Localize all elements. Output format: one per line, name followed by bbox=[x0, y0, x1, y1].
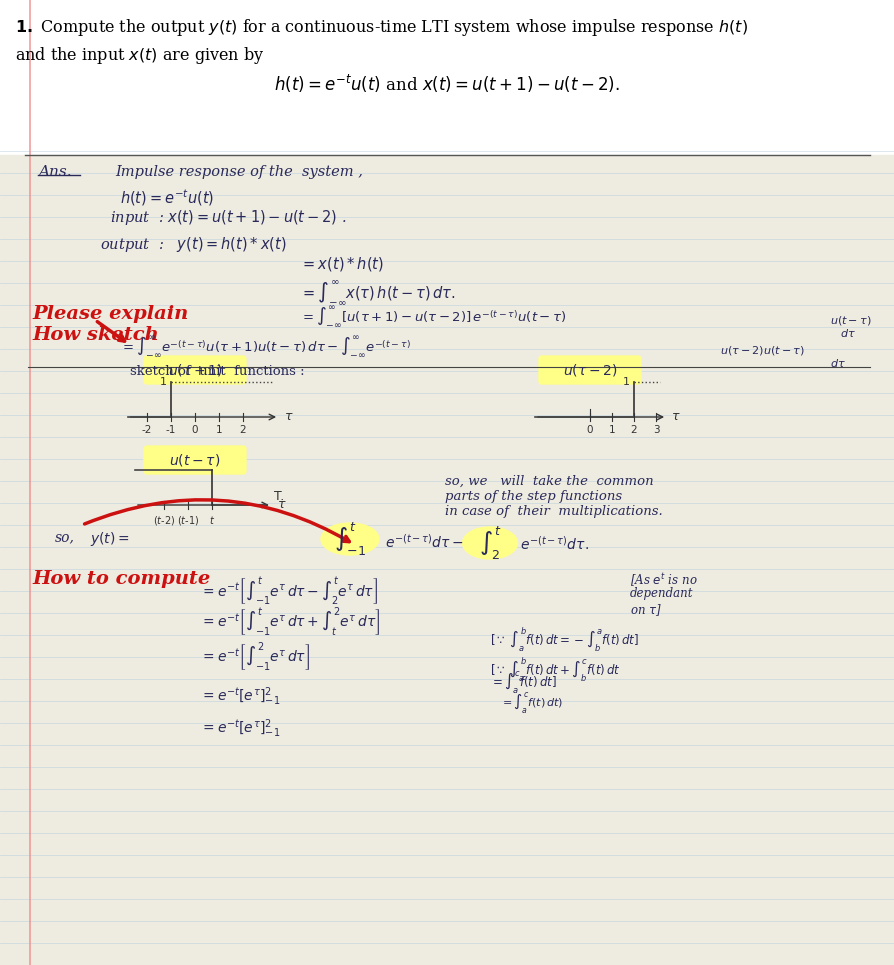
Text: on $\tau$]: on $\tau$] bbox=[630, 602, 662, 618]
Text: $\mathbf{1.}$ Compute the output $y(t)$ for a continuous-time LTI system whose i: $\mathbf{1.}$ Compute the output $y(t)$ … bbox=[15, 17, 748, 38]
Text: 1: 1 bbox=[623, 377, 630, 387]
Text: 0: 0 bbox=[586, 425, 594, 435]
Text: dependant: dependant bbox=[630, 587, 694, 600]
Text: Impulse response of the  system ,: Impulse response of the system , bbox=[115, 165, 363, 179]
Text: $u(\tau-2)u(t-\tau)$: $u(\tau-2)u(t-\tau)$ bbox=[720, 344, 805, 357]
Text: $d\tau$: $d\tau$ bbox=[840, 327, 856, 339]
Text: $= \int_{a}^{c} f(t)\,dt]$: $= \int_{a}^{c} f(t)\,dt]$ bbox=[490, 670, 557, 696]
Text: $= e^{-t}\left[\int_{-1}^{2} e^{\tau}\,d\tau\right]$: $= e^{-t}\left[\int_{-1}^{2} e^{\tau}\,d… bbox=[200, 640, 310, 673]
Text: $e^{-(t-\tau)} d\tau  -$: $e^{-(t-\tau)} d\tau -$ bbox=[385, 533, 464, 551]
Text: 1: 1 bbox=[215, 425, 223, 435]
Text: 0: 0 bbox=[191, 425, 198, 435]
Text: output  :   $y(t) = h(t) * x(t)$: output : $y(t) = h(t) * x(t)$ bbox=[100, 235, 287, 254]
Text: $u(t-\tau)$: $u(t-\tau)$ bbox=[169, 452, 221, 468]
Text: $y(t) =$: $y(t) =$ bbox=[90, 530, 130, 548]
Text: $= e^{-t}\left[\int_{-1}^{t} e^{\tau}\,d\tau + \int_{t}^{2} e^{\tau}\,d\tau\righ: $= e^{-t}\left[\int_{-1}^{t} e^{\tau}\,d… bbox=[200, 605, 380, 638]
Text: $= e^{-t}\left[e^{\tau}\right]_{-1}^{2}$: $= e^{-t}\left[e^{\tau}\right]_{-1}^{2}$ bbox=[200, 717, 281, 739]
Text: $e^{-(t-\tau)} d\tau.$: $e^{-(t-\tau)} d\tau.$ bbox=[520, 535, 589, 553]
Text: $u(\tau-2)$: $u(\tau-2)$ bbox=[562, 362, 617, 378]
Text: $u(t-\tau)$: $u(t-\tau)$ bbox=[830, 314, 872, 327]
Text: so,: so, bbox=[55, 530, 75, 544]
Text: $h(t) = e^{-t}u(t)$: $h(t) = e^{-t}u(t)$ bbox=[120, 187, 215, 207]
Text: $\int_{2}^{t}$: $\int_{2}^{t}$ bbox=[478, 524, 502, 562]
Text: $\tau$: $\tau$ bbox=[671, 410, 681, 424]
Text: $= \int_{a}^{c} f(t)\,dt)$: $= \int_{a}^{c} f(t)\,dt)$ bbox=[500, 690, 563, 716]
FancyBboxPatch shape bbox=[539, 356, 641, 384]
Text: and the input $x(t)$ are given by: and the input $x(t)$ are given by bbox=[15, 45, 265, 66]
FancyBboxPatch shape bbox=[144, 356, 246, 384]
Text: $u(\tau+1)$: $u(\tau+1)$ bbox=[168, 362, 223, 378]
Text: so, we   will  take the  common
parts of the step functions
in case of  their  m: so, we will take the common parts of the… bbox=[445, 475, 662, 518]
Text: 2: 2 bbox=[630, 425, 637, 435]
FancyBboxPatch shape bbox=[144, 446, 246, 474]
Text: $(t$-$2)$: $(t$-$2)$ bbox=[153, 514, 175, 527]
Ellipse shape bbox=[321, 523, 379, 555]
Text: 3: 3 bbox=[653, 425, 659, 435]
Text: -2: -2 bbox=[142, 425, 152, 435]
Text: $(t$-$1)$: $(t$-$1)$ bbox=[177, 514, 199, 527]
Text: $= e^{-t}\left[e^{\tau}\right]_{-1}^{2}$: $= e^{-t}\left[e^{\tau}\right]_{-1}^{2}$ bbox=[200, 685, 281, 707]
Bar bbox=[0, 0, 894, 155]
Text: T.: T. bbox=[274, 490, 284, 503]
Text: input  : $x(t) = u(t+1) - u(t-2)$ .: input : $x(t) = u(t+1) - u(t-2)$ . bbox=[110, 208, 347, 227]
Text: [As $e^t$ is no: [As $e^t$ is no bbox=[630, 572, 697, 590]
Text: $= \int_{-\infty}^{\infty} x(\tau)\, h(t-\tau)\, d\tau.$: $= \int_{-\infty}^{\infty} x(\tau)\, h(t… bbox=[300, 279, 456, 307]
Text: $= x(t) * h(t)$: $= x(t) * h(t)$ bbox=[300, 255, 384, 273]
Text: $= \int_{-\infty}^{\infty} [u(\tau+1)-u(\tau-2)]\, e^{-(t-\tau)} u(t-\tau)$: $= \int_{-\infty}^{\infty} [u(\tau+1)-u(… bbox=[300, 305, 567, 330]
Text: $[\because\;\int_{a}^{b} f(t)\,dt + \int_{b}^{c} f(t)\,dt$: $[\because\;\int_{a}^{b} f(t)\,dt + \int… bbox=[490, 655, 620, 683]
Bar bbox=[0, 155, 894, 965]
Text: $\tau$: $\tau$ bbox=[283, 410, 293, 424]
Text: 1: 1 bbox=[609, 425, 615, 435]
Text: $[\because\;\int_{a}^{b} f(t)\,dt = -\int_{b}^{a} f(t)\,dt]$: $[\because\;\int_{a}^{b} f(t)\,dt = -\in… bbox=[490, 625, 639, 653]
Text: -1: -1 bbox=[165, 425, 176, 435]
Text: How to compute: How to compute bbox=[32, 570, 210, 588]
Text: 2: 2 bbox=[240, 425, 247, 435]
Text: $= e^{-t}\left[\int_{-1}^{t} e^{\tau}\,d\tau - \int_{2}^{t} e^{\tau}\,d\tau\righ: $= e^{-t}\left[\int_{-1}^{t} e^{\tau}\,d… bbox=[200, 575, 378, 607]
Text: $\tau$: $\tau$ bbox=[276, 499, 286, 511]
Text: $\int_{-1}^{t}$: $\int_{-1}^{t}$ bbox=[333, 520, 367, 558]
Text: Ans.: Ans. bbox=[38, 165, 72, 179]
Text: $d\tau$: $d\tau$ bbox=[830, 357, 846, 369]
Text: $t$: $t$ bbox=[208, 514, 215, 526]
Text: 1: 1 bbox=[160, 377, 167, 387]
Text: Please explain
How sketch: Please explain How sketch bbox=[32, 305, 189, 344]
Text: $= \int_{-\infty}^{\infty} e^{-(t-\tau)} u(\tau+1)u(t-\tau)\, d\tau - \int_{-\in: $= \int_{-\infty}^{\infty} e^{-(t-\tau)}… bbox=[120, 335, 411, 360]
Text: $h(t) = e^{-t}u(t)$ and $x(t) = u(t+1) - u(t-2).$: $h(t) = e^{-t}u(t)$ and $x(t) = u(t+1) -… bbox=[274, 73, 620, 96]
Text: sketch of  unit  functions :: sketch of unit functions : bbox=[130, 365, 305, 378]
Ellipse shape bbox=[462, 527, 518, 559]
